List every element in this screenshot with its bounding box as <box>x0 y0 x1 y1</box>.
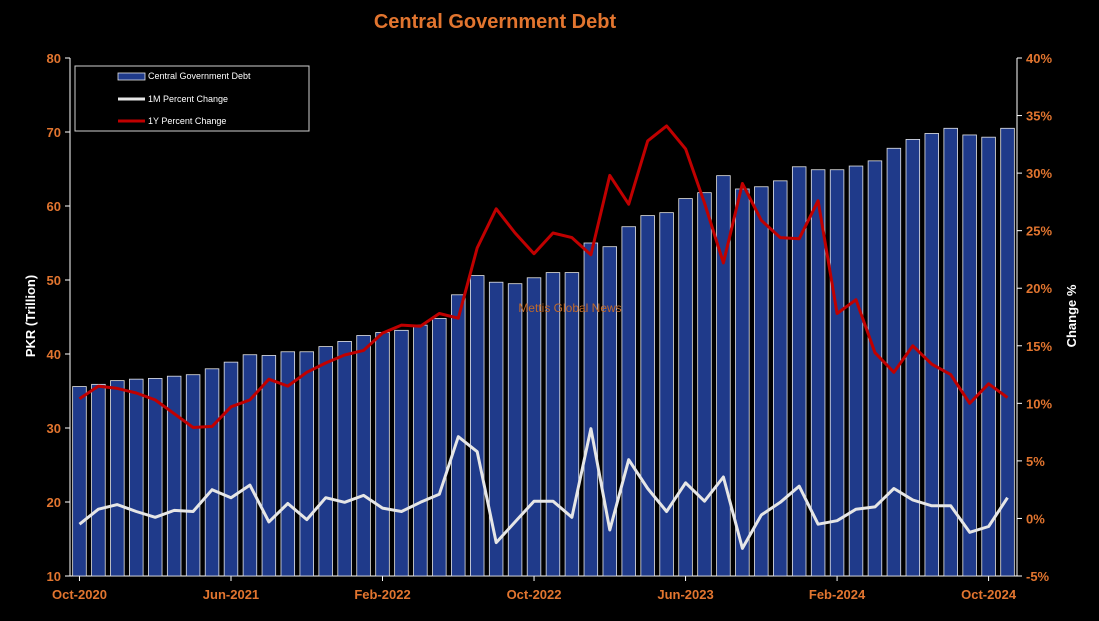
debt-bar <box>129 378 144 577</box>
y-right-tick-label: -5% <box>1026 569 1050 584</box>
legend-label-debt: Central Government Debt <box>148 71 251 81</box>
debt-bar <box>356 335 371 577</box>
debt-bar <box>223 361 239 577</box>
legend-label-1y: 1Y Percent Change <box>148 116 226 126</box>
debt-bar <box>905 138 921 577</box>
debt-bar <box>526 277 542 577</box>
y-right-tick-label: 10% <box>1026 396 1052 411</box>
debt-bar <box>394 329 409 577</box>
debt-bar <box>621 226 636 577</box>
debt-bar <box>299 351 314 577</box>
debt-bar <box>1000 127 1015 577</box>
x-tick-label: Oct-2022 <box>507 587 562 602</box>
debt-bar <box>91 383 106 577</box>
y-right-tick-label: 30% <box>1026 166 1052 181</box>
y-right-tick-label: 0% <box>1026 511 1045 526</box>
watermark: Mettis Global News <box>518 301 621 315</box>
debt-bar <box>242 354 258 577</box>
debt-bar <box>375 332 390 577</box>
debt-bar <box>848 165 864 577</box>
debt-bar <box>564 272 580 577</box>
debt-bar <box>432 318 447 577</box>
y-right-tick-label: 15% <box>1026 339 1052 354</box>
debt-bar <box>791 166 807 577</box>
debt-bars <box>72 127 1015 577</box>
debt-bar <box>280 351 296 577</box>
y-left-tick-label: 80 <box>47 51 61 66</box>
debt-bar <box>413 324 428 577</box>
debt-bar <box>829 169 845 577</box>
line-1m-percent-change <box>78 427 1009 550</box>
tick-labels: 10 20 30 40 50 60 70 80 -5% 0% 5% 10% 15% 20% 25% 30% 35… <box>47 51 1053 602</box>
debt-bar <box>148 378 163 577</box>
chart-legend: Central Government Debt 1M Percent Chang… <box>74 65 310 132</box>
debt-bar <box>318 346 333 577</box>
y-left-tick-label: 30 <box>47 421 61 436</box>
debt-bar <box>72 386 87 577</box>
percent-change-lines <box>78 124 1009 550</box>
debt-bar <box>507 283 523 577</box>
debt-bar <box>943 127 958 577</box>
debt-bar <box>204 368 220 577</box>
x-tick-label: Oct-2024 <box>961 587 1017 602</box>
debt-bar <box>754 186 769 577</box>
legend-bar-swatch <box>117 72 146 81</box>
debt-bar <box>166 375 182 577</box>
line-1y-percent-change <box>78 124 1009 429</box>
x-tick-label: Feb-2024 <box>809 587 866 602</box>
debt-bar <box>261 355 277 577</box>
chart-title: Central Government Debt <box>374 11 617 33</box>
debt-bar <box>110 380 125 577</box>
debt-bar <box>469 275 485 577</box>
y-left-tick-label: 70 <box>47 125 61 140</box>
y-left-tick-label: 50 <box>47 273 61 288</box>
debt-bar <box>735 188 750 577</box>
debt-bar <box>602 246 618 577</box>
debt-bar <box>583 242 599 577</box>
debt-bar <box>981 136 996 577</box>
debt-bar <box>773 180 788 577</box>
debt-bar <box>716 175 731 577</box>
y-axis-right-label: Change % <box>1064 284 1079 347</box>
debt-bar <box>697 192 712 577</box>
debt-bar <box>678 198 693 577</box>
y-left-tick-label: 40 <box>47 347 61 362</box>
debt-bar <box>337 341 352 577</box>
debt-bar <box>488 281 504 577</box>
x-tick-label: Feb-2022 <box>354 587 410 602</box>
debt-bar <box>810 169 826 577</box>
y-left-tick-label: 60 <box>47 199 61 214</box>
debt-bar <box>962 134 977 577</box>
x-tick-label: Oct-2020 <box>52 587 107 602</box>
debt-bar <box>185 374 201 577</box>
y-right-tick-label: 20% <box>1026 281 1052 296</box>
x-tick-label: Jun-2021 <box>203 587 259 602</box>
legend-box <box>74 65 310 132</box>
debt-bar <box>886 147 902 577</box>
debt-bar <box>545 272 561 577</box>
y-axis-left-label: PKR (Trillion) <box>23 275 38 357</box>
y-left-tick-label: 10 <box>47 569 61 584</box>
debt-bar <box>867 160 883 577</box>
y-left-tick-label: 20 <box>47 495 61 510</box>
y-right-tick-label: 35% <box>1026 109 1052 124</box>
y-right-tick-label: 40% <box>1026 51 1052 66</box>
legend-label-1m: 1M Percent Change <box>148 94 228 104</box>
y-right-tick-label: 25% <box>1026 224 1052 239</box>
debt-bar <box>924 133 939 577</box>
x-tick-label: Jun-2023 <box>657 587 713 602</box>
debt-bar <box>640 215 655 577</box>
debt-bar <box>659 212 674 577</box>
y-right-tick-label: 5% <box>1026 454 1045 469</box>
